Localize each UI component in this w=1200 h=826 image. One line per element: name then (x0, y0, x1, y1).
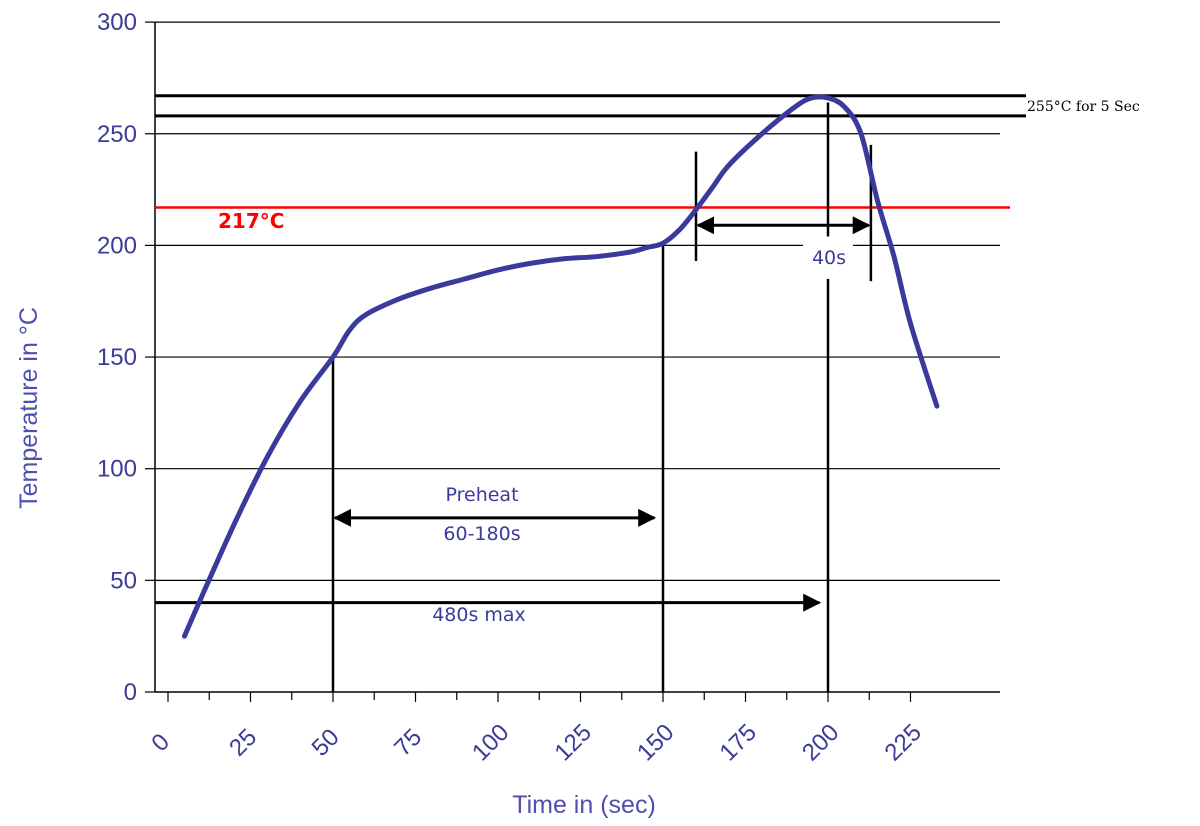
span-arrows (155, 216, 871, 612)
total-time-label: 480s max (432, 604, 526, 626)
reference-lines (155, 94, 1026, 209)
x-tick-label: 200 (797, 719, 844, 766)
x-tick-label: 150 (632, 719, 679, 766)
tick-labels: 0 50 100 150 200 250 300 0 25 50 75 100 125 150 175 200… (97, 9, 927, 766)
x-tick-label: 175 (714, 719, 761, 766)
peak-label: 255°C for 5 Sec (1027, 99, 1140, 115)
x-tick-label: 125 (549, 719, 596, 766)
x-tick-label: 0 (146, 728, 175, 757)
y-axis-title: Temperature in °C (15, 307, 43, 509)
temperature-profile-line (182, 94, 940, 639)
x-tick-label: 225 (879, 719, 926, 766)
x-tick-label: 50 (307, 724, 345, 762)
vertical-markers (331, 102, 873, 692)
x-tick-label: 75 (389, 724, 427, 762)
y-tick-label: 50 (110, 567, 137, 594)
x-axis-title: Time in (sec) (512, 791, 656, 819)
x-tick-label: 25 (224, 724, 262, 762)
reflow-temp-label: 217°C (218, 209, 284, 233)
label-mask (803, 236, 853, 279)
y-tick-label: 300 (97, 9, 137, 36)
preheat-range: 60-180s (443, 523, 520, 545)
series (182, 94, 940, 639)
preheat-title: Preheat (445, 484, 518, 506)
time-above-liquidus-label: 40s (812, 247, 846, 269)
y-tick-label: 250 (97, 121, 137, 148)
y-tick-label: 150 (97, 344, 137, 371)
y-tick-label: 200 (97, 232, 137, 259)
gridlines (155, 21, 1000, 581)
x-tick-label: 100 (467, 719, 514, 766)
axes (145, 21, 1000, 702)
y-tick-label: 0 (124, 679, 137, 706)
y-tick-label: 100 (97, 456, 137, 483)
